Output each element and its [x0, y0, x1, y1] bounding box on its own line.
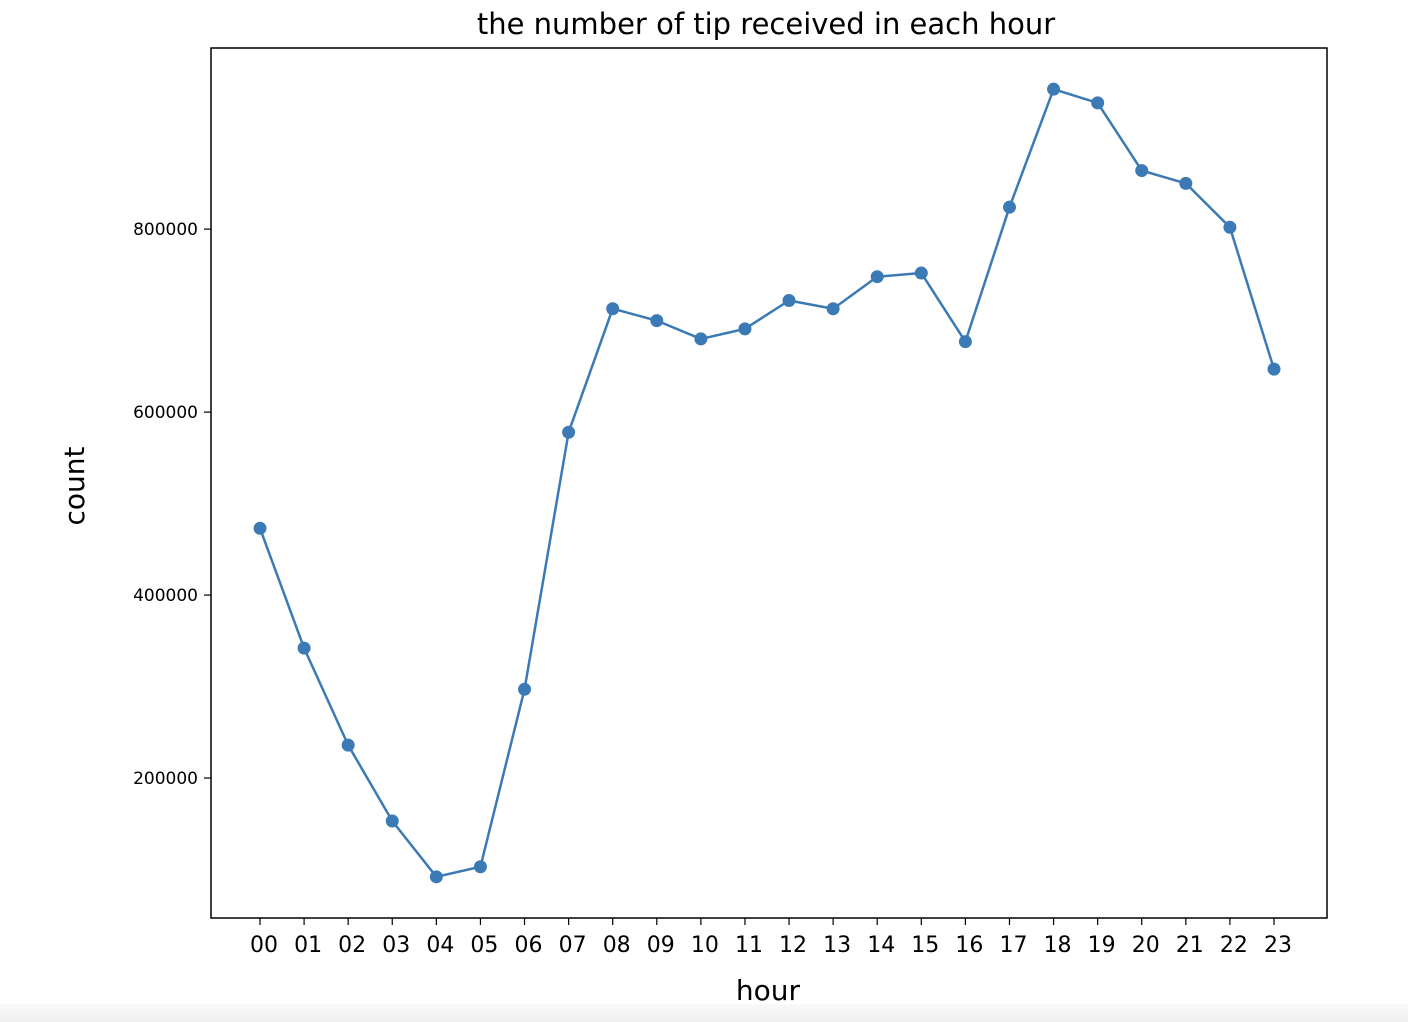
x-tick-label: 03 [382, 933, 410, 958]
data-point-23 [1267, 362, 1281, 376]
data-point-01 [297, 641, 311, 655]
data-point-16 [958, 335, 972, 349]
x-tick-label: 23 [1264, 933, 1292, 958]
series-line [258, 87, 1276, 879]
data-point-04 [429, 870, 443, 884]
chart-title: the number of tip received in each hour [477, 7, 1055, 41]
x-tick-label: 07 [559, 933, 587, 958]
data-point-06 [518, 682, 532, 696]
data-point-03 [385, 814, 399, 828]
y-tick-label: 400000 [133, 586, 198, 606]
y-axis: 200000 400000 600000 800000 [133, 220, 211, 789]
x-tick-label: 10 [691, 933, 719, 958]
data-point-07 [562, 425, 576, 439]
series-layer [253, 82, 1281, 884]
x-tick-label: 20 [1132, 933, 1160, 958]
x-tick-label: 04 [426, 933, 454, 958]
data-point-00 [253, 521, 267, 535]
x-tick-label: 01 [294, 933, 322, 958]
data-point-22 [1223, 220, 1237, 234]
x-tick-label: 19 [1088, 933, 1116, 958]
x-tick-label: 12 [779, 933, 807, 958]
y-axis-label: count [58, 446, 91, 525]
x-tick-label: 22 [1220, 933, 1248, 958]
x-tick-label: 16 [955, 933, 983, 958]
data-point-11 [738, 322, 752, 336]
data-point-18 [1047, 82, 1061, 96]
data-point-08 [606, 302, 620, 316]
data-point-15 [914, 266, 928, 280]
data-point-13 [826, 302, 840, 316]
data-point-02 [341, 738, 355, 752]
y-tick-label: 200000 [133, 769, 198, 789]
data-point-19 [1091, 96, 1105, 110]
data-point-21 [1179, 176, 1193, 190]
plot-area-frame [210, 47, 1328, 919]
x-tick-label: 09 [647, 933, 675, 958]
x-tick-label: 21 [1176, 933, 1204, 958]
x-tick-label: 05 [470, 933, 498, 958]
data-point-17 [1002, 200, 1016, 214]
x-axis: 00 01 02 03 04 05 06 07 08 09 10 11 12 13 14 15 16 17 18 19… [250, 918, 1292, 958]
data-point-14 [870, 270, 884, 284]
x-tick-label: 13 [823, 933, 851, 958]
data-point-20 [1135, 164, 1149, 178]
x-tick-label: 11 [735, 933, 763, 958]
data-point-12 [782, 293, 796, 307]
x-tick-label: 06 [515, 933, 543, 958]
y-tick-label: 800000 [133, 220, 198, 240]
x-tick-label: 17 [999, 933, 1027, 958]
data-point-05 [473, 860, 487, 874]
x-tick-label: 00 [250, 933, 278, 958]
data-point-09 [650, 314, 664, 328]
x-tick-label: 14 [867, 933, 895, 958]
x-tick-label: 02 [338, 933, 366, 958]
y-tick-label: 600000 [133, 403, 198, 423]
x-tick-label: 18 [1044, 933, 1072, 958]
x-axis-label: hour [736, 974, 801, 1007]
x-tick-label: 08 [603, 933, 631, 958]
data-point-10 [694, 332, 708, 346]
window-bottom-edge [0, 1004, 1408, 1022]
x-tick-label: 15 [911, 933, 939, 958]
